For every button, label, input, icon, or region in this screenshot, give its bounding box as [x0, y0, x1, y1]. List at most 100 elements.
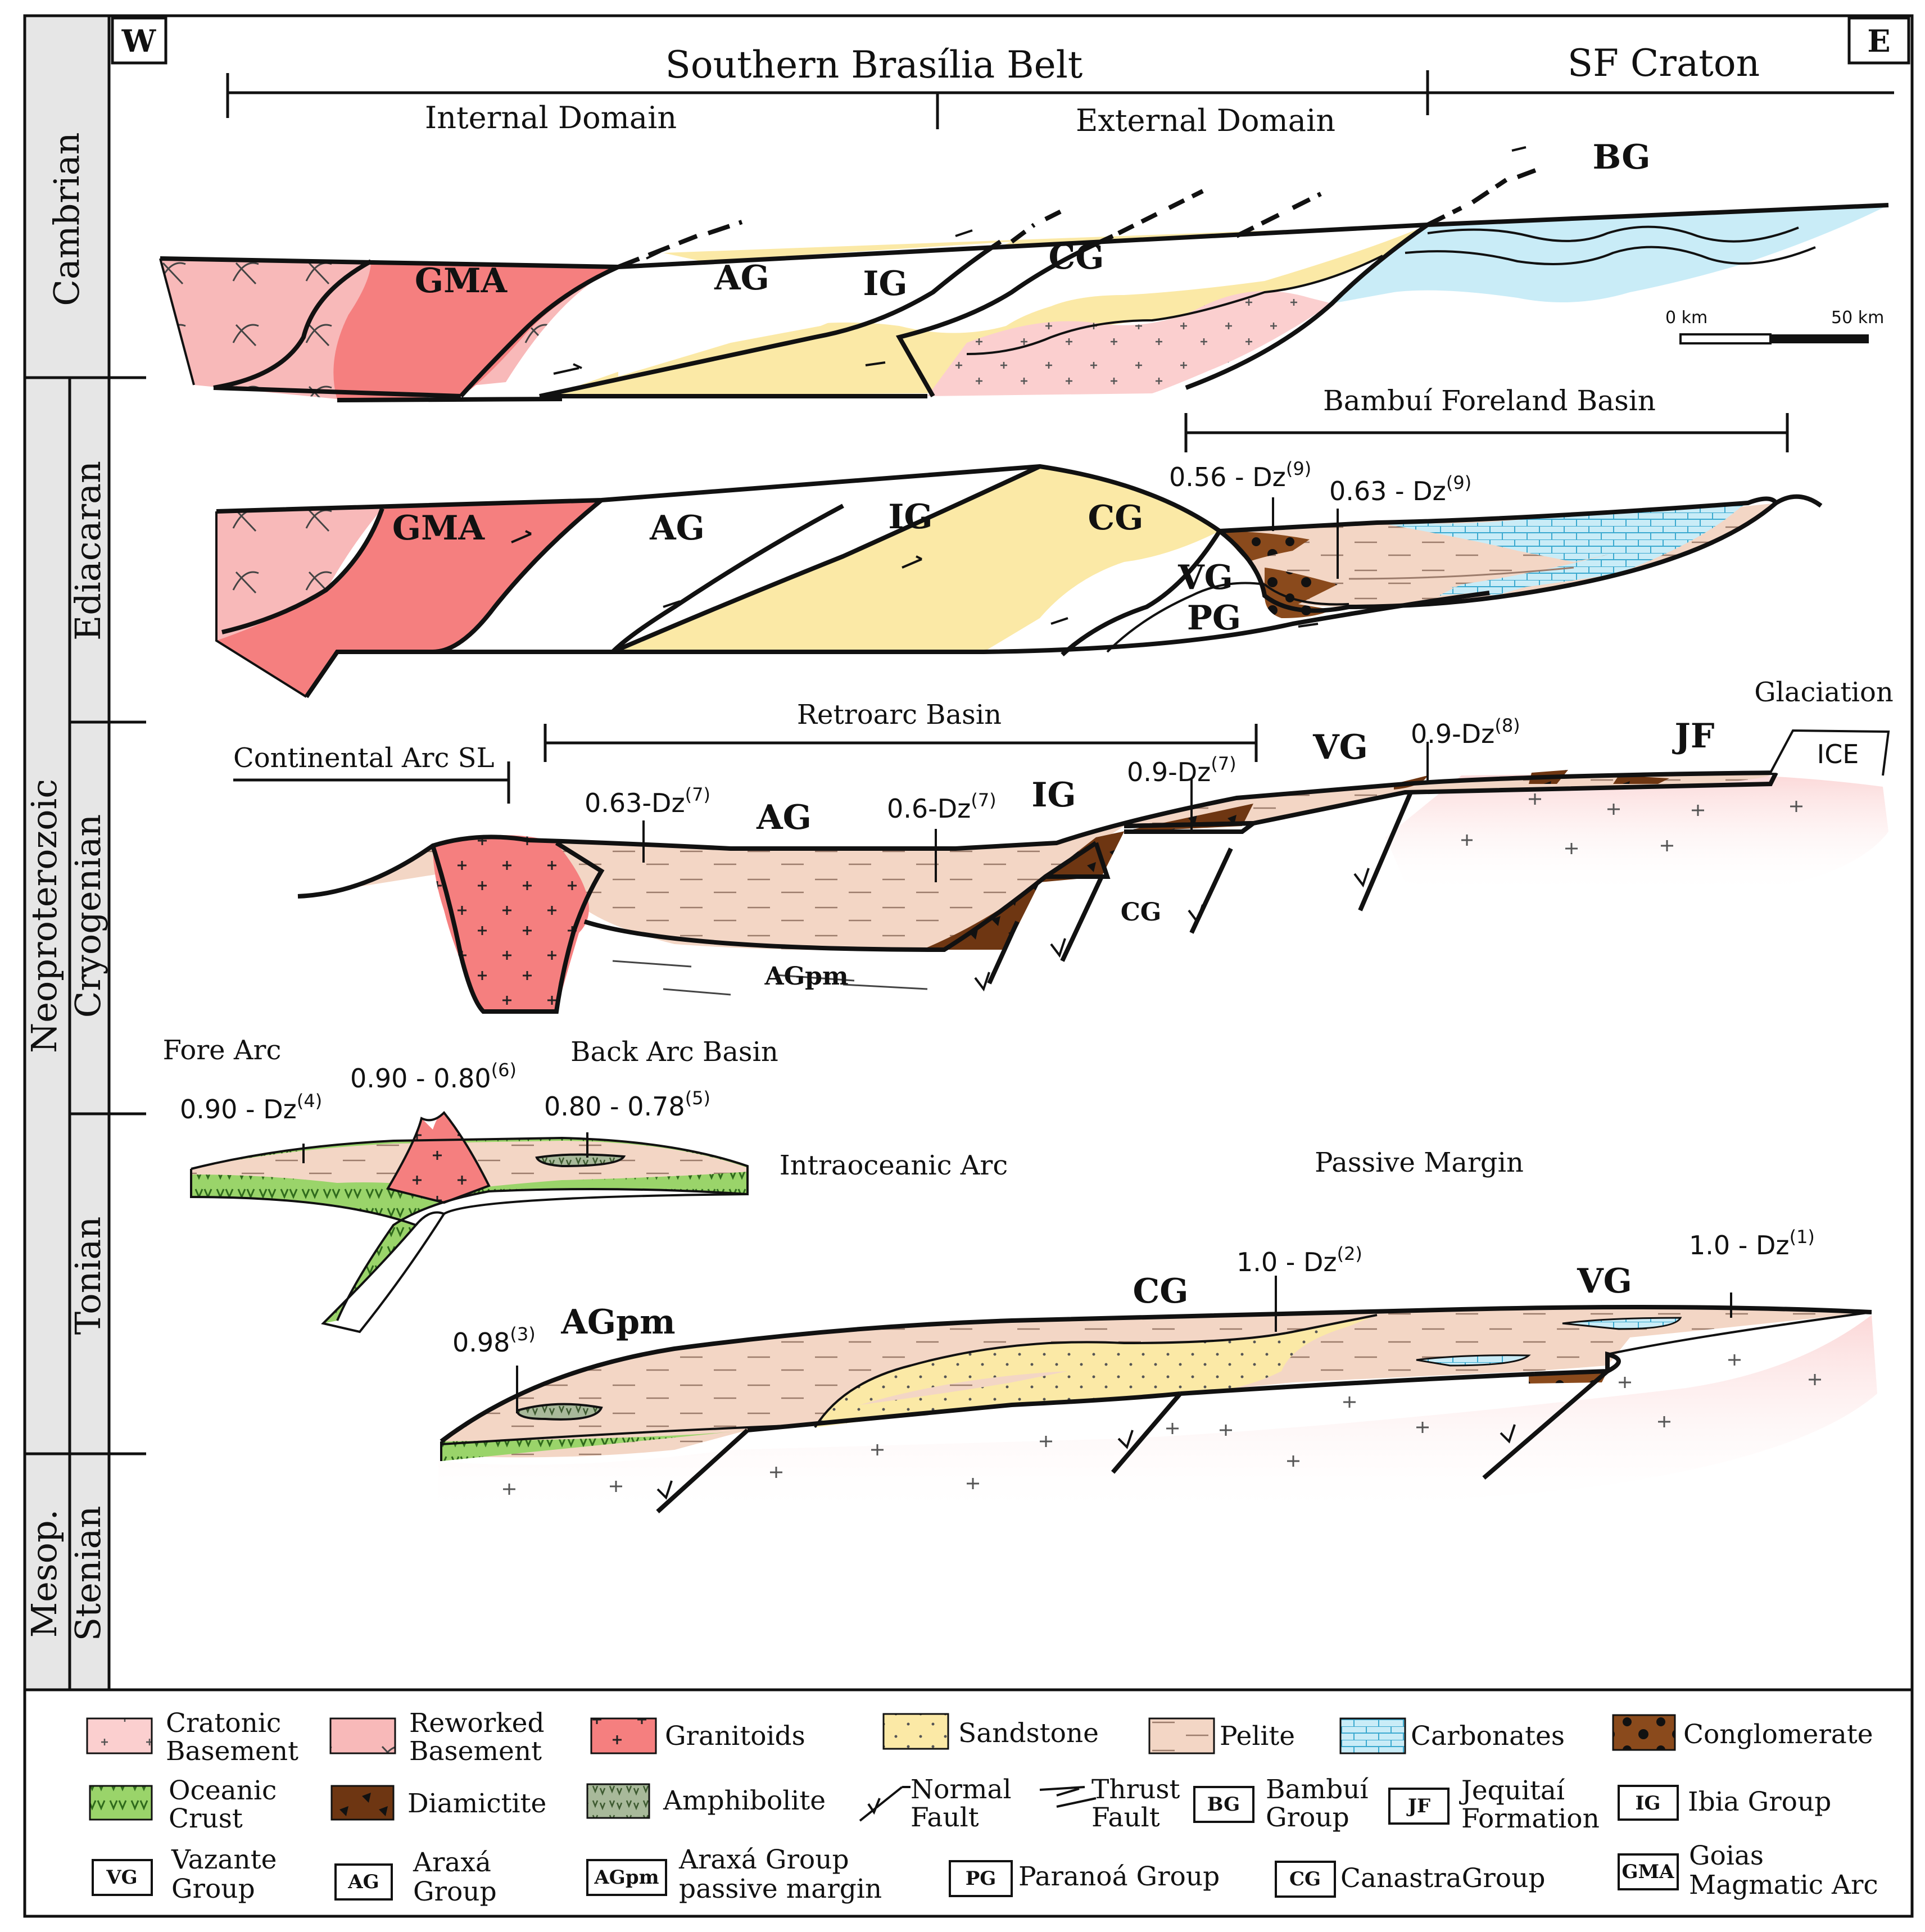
back-arc-label: Back Arc Basin	[570, 1036, 778, 1068]
period-cryogenian: Cryogenian	[67, 814, 108, 1018]
east-label: E	[1867, 23, 1890, 59]
legend-item-gma: GMA Goias Magmatic Arc	[1618, 1840, 1878, 1901]
cryogenian-vg: VG	[1312, 728, 1368, 767]
external-domain: External Domain	[1076, 103, 1335, 138]
legend-item-carbonates: Carbonates	[1339, 1717, 1565, 1754]
svg-text:Bambuí: Bambuí	[1266, 1774, 1369, 1805]
legend-item-normal-fault: Normal Fault	[859, 1774, 1012, 1833]
svg-text:Goias: Goias	[1689, 1840, 1764, 1871]
cryogenian-agpm: AGpm	[764, 962, 848, 991]
tonian-agpm: AGpm	[560, 1303, 675, 1342]
svg-text:Group: Group	[413, 1876, 497, 1907]
cryogenian-age-1: 0.63-Dz(7)	[585, 784, 710, 818]
svg-text:Paranoá Group: Paranoá Group	[1018, 1861, 1220, 1892]
svg-text:Basement: Basement	[409, 1736, 542, 1767]
svg-text:Granitoids: Granitoids	[665, 1721, 805, 1752]
legend-item-amphibolite: Amphibolite	[586, 1783, 826, 1819]
cambrian-ig: IG	[863, 264, 907, 303]
legend-item-sandstone: Sandstone	[882, 1713, 1099, 1750]
cambrian-section: GMA AG IG CG BG	[159, 138, 1889, 402]
passive-margin-label: Passive Margin	[1315, 1147, 1524, 1178]
svg-text:Araxá: Araxá	[413, 1847, 491, 1878]
legend-item-cratonic: Cratonic Basement	[86, 1708, 298, 1767]
svg-text:CanastraGroup: CanastraGroup	[1340, 1863, 1545, 1894]
legend-item-granitoids: Granitoids	[590, 1717, 805, 1754]
tonian-age-amph: 0.98(3)	[452, 1323, 536, 1358]
legend-item-oceanic: Oceanic Crust	[89, 1775, 277, 1834]
svg-text:Group: Group	[1266, 1802, 1349, 1833]
tonian-age-cg: 1.0 - Dz(2)	[1236, 1243, 1362, 1277]
scale-bar: 0 km 50 km	[1665, 308, 1884, 344]
legend-item-diamictite: Diamictite	[330, 1785, 546, 1821]
svg-text:Formation: Formation	[1461, 1803, 1600, 1834]
svg-text:Magmatic Arc: Magmatic Arc	[1689, 1870, 1878, 1901]
era-neoproterozoic: Neoproterozoic	[24, 779, 65, 1053]
svg-text:passive margin: passive margin	[679, 1874, 882, 1904]
ediacaran-age-2: 0.63 - Dz(9)	[1329, 472, 1471, 506]
legend-item-pelite: Pelite	[1148, 1717, 1295, 1754]
belt-title: Southern Brasília Belt	[665, 43, 1083, 87]
internal-domain: Internal Domain	[425, 100, 677, 135]
period-stenian: Stenian	[67, 1506, 108, 1641]
svg-text:Sandstone: Sandstone	[958, 1718, 1099, 1749]
legend-item-ag: AG Araxá Group	[334, 1847, 497, 1907]
cambrian-ag: AG	[714, 258, 769, 298]
svg-text:Fault: Fault	[911, 1802, 979, 1833]
ediacaran-ig: IG	[888, 497, 932, 537]
tonian-age-back: 0.80 - 0.78(5)	[544, 1087, 710, 1122]
west-label: W	[121, 23, 157, 59]
svg-text:Group: Group	[171, 1874, 255, 1904]
svg-text:Amphibolite: Amphibolite	[663, 1785, 826, 1816]
era-mesoproterozoic: Mesop.	[24, 1509, 65, 1638]
ediacaran-ag: AG	[649, 509, 705, 548]
cryogenian-age-4: 0.9-Dz(8)	[1411, 715, 1520, 749]
svg-text:Normal: Normal	[911, 1774, 1012, 1805]
svg-text:BG: BG	[1207, 1793, 1240, 1816]
svg-text:Crust: Crust	[169, 1803, 243, 1834]
svg-text:AGpm: AGpm	[594, 1866, 659, 1889]
svg-text:GMA: GMA	[1621, 1861, 1674, 1883]
scale-end: 50 km	[1831, 308, 1884, 328]
continental-arc-label: Continental Arc SL	[233, 742, 494, 774]
svg-text:Ibia Group: Ibia Group	[1688, 1786, 1831, 1817]
cambrian-cg: CG	[1049, 238, 1104, 277]
cryogenian-jf: JF	[1672, 716, 1715, 756]
tonian-cg: CG	[1133, 1272, 1189, 1311]
svg-text:Cratonic: Cratonic	[166, 1708, 281, 1739]
legend-item-pg: PG Paranoá Group	[949, 1860, 1220, 1897]
cryogenian-ag: AG	[756, 798, 812, 837]
intraoceanic-label: Intraoceanic Arc	[780, 1150, 1008, 1181]
ediacaran-section: Bambuí Foreland Basin GMA AG	[215, 384, 1823, 699]
svg-text:Fault: Fault	[1091, 1802, 1160, 1833]
svg-text:PG: PG	[966, 1867, 997, 1890]
cryogenian-ig: IG	[1031, 775, 1076, 815]
legend-item-ig: IG Ibia Group	[1618, 1785, 1831, 1821]
legend-item-bg: BG Bambuí Group	[1193, 1774, 1369, 1833]
ediacaran-gma: GMA	[392, 509, 486, 548]
svg-text:IG: IG	[1636, 1792, 1661, 1815]
svg-text:Jequitaí: Jequitaí	[1459, 1775, 1565, 1806]
svg-text:Thrust: Thrust	[1091, 1774, 1180, 1805]
cryogenian-age-2: 0.6-Dz(7)	[887, 790, 997, 824]
legend: Cratonic Basement Reworked Basement Gran…	[86, 1708, 1878, 1907]
legend-item-cg: CG CanastraGroup	[1275, 1861, 1545, 1898]
legend-item-jf: JF Jequitaí Formation	[1388, 1775, 1600, 1834]
tonian-age-fore: 0.90 - Dz(4)	[180, 1090, 322, 1124]
svg-text:Carbonates: Carbonates	[1411, 1721, 1565, 1752]
ediacaran-vg: VG	[1177, 558, 1233, 597]
svg-text:Oceanic: Oceanic	[169, 1775, 277, 1806]
tonian-age-vg: 1.0 - Dz(1)	[1689, 1226, 1815, 1260]
retroarc-basin-title: Retroarc Basin	[797, 699, 1002, 731]
timescale-column: Cambrian Ediacaran Cryogenian Tonian Ste…	[23, 14, 146, 1691]
tonian-vg: VG	[1577, 1262, 1632, 1301]
cryogenian-section: Retroarc Basin Continental Arc SL Glacia…	[233, 677, 1894, 1014]
svg-text:VG: VG	[106, 1866, 137, 1889]
ice-label: ICE	[1817, 739, 1859, 769]
svg-text:CG: CG	[1289, 1868, 1321, 1890]
period-ediacaran: Ediacaran	[67, 461, 108, 641]
glaciation-label: Glaciation	[1754, 677, 1894, 708]
ediacaran-age-1: 0.56 - Dz(9)	[1169, 458, 1311, 492]
tonian-section: Fore Arc Back Arc Basin Intraoceanic Arc…	[163, 1035, 1877, 1517]
domain-bracket	[226, 70, 1894, 129]
